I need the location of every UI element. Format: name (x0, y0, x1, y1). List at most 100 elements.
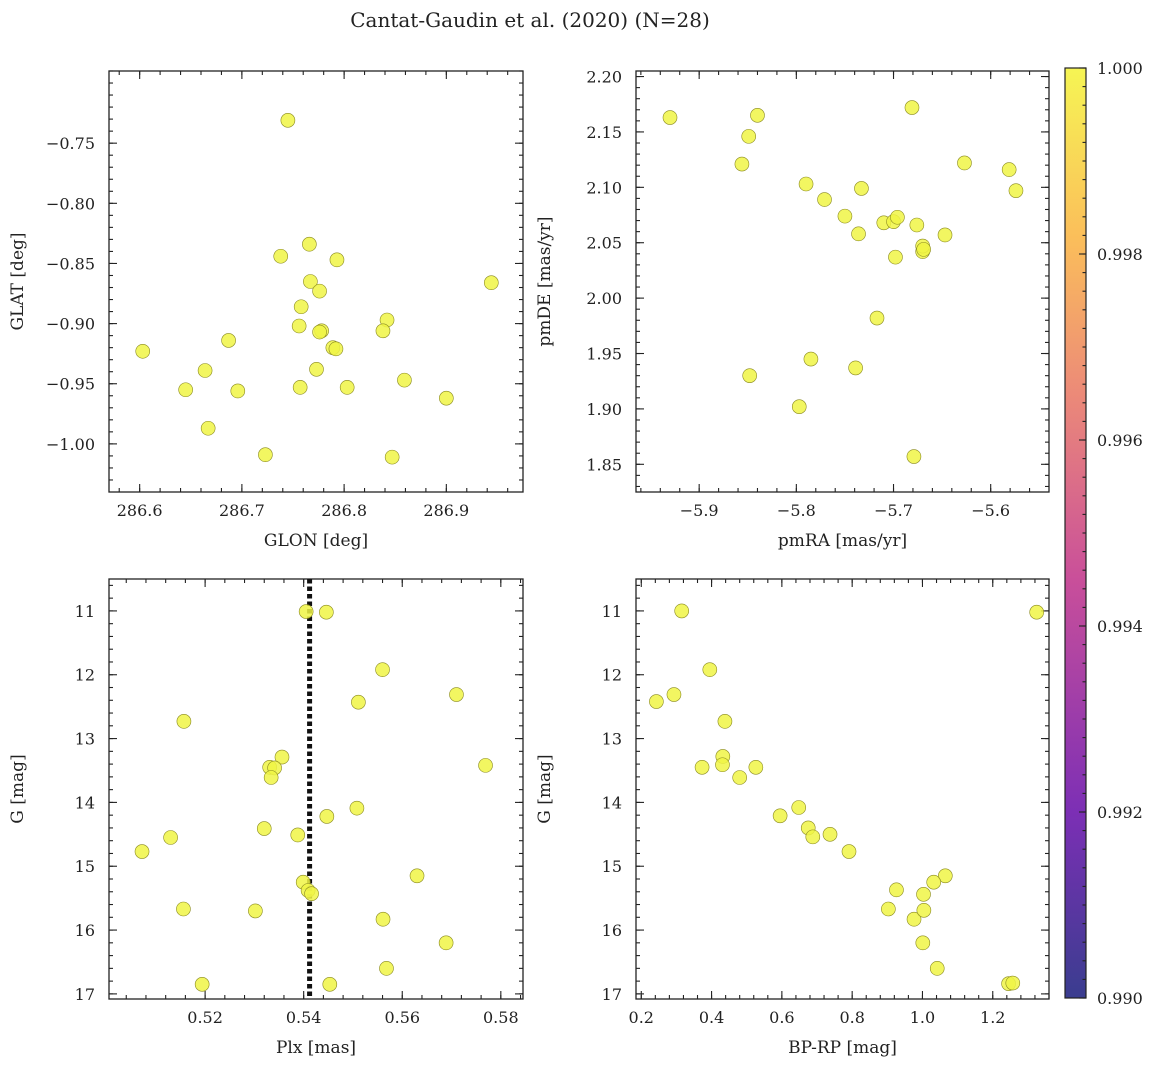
y-tick-label: 1.95 (586, 345, 622, 364)
data-point (916, 242, 931, 257)
data-point (280, 113, 296, 128)
data-point (817, 192, 832, 207)
data-point (803, 351, 819, 367)
data-point (200, 420, 216, 436)
data-point (916, 887, 931, 902)
data-point (798, 176, 814, 192)
data-point (929, 961, 945, 976)
data-point (274, 749, 290, 765)
data-point (791, 399, 807, 414)
data-point (915, 935, 931, 951)
data-point (478, 758, 493, 773)
data-point (176, 714, 192, 729)
y-tick-label: 16 (602, 921, 622, 940)
y-tick-label: 13 (602, 730, 622, 749)
colorbar-tick-label: 0.996 (1097, 431, 1143, 450)
data-point (248, 903, 263, 919)
data-point (869, 310, 885, 326)
x-tick-label: −5.8 (777, 501, 816, 520)
x-axis-label: Plx [mas] (276, 1038, 356, 1058)
data-point (379, 961, 394, 976)
plot-frame (635, 578, 1050, 1000)
colorbar-tick-label: 0.992 (1097, 803, 1143, 822)
data-point (717, 714, 733, 729)
data-point (694, 759, 710, 775)
data-point (375, 662, 390, 677)
x-axis-label: GLON [deg] (264, 531, 368, 551)
data-point (322, 977, 338, 992)
y-axis-label: pmDE [mas/yr] (535, 216, 555, 346)
x-tick-label: 286.7 (219, 501, 265, 520)
data-point (484, 275, 499, 291)
data-point (292, 380, 308, 395)
data-point (290, 827, 306, 843)
colorbar-tick-label: 1.000 (1097, 59, 1143, 78)
plot-frame (635, 70, 1050, 493)
y-tick-label: 2.15 (586, 123, 622, 142)
plot-frame (108, 70, 524, 493)
data-point (439, 390, 454, 406)
x-tick-label: 0.54 (286, 1008, 322, 1027)
colorbar-tick-label: 0.994 (1097, 617, 1143, 636)
x-tick-label: −5.6 (971, 501, 1010, 520)
y-tick-label: 2.20 (586, 68, 622, 87)
data-point (329, 252, 345, 268)
data-point (438, 935, 454, 951)
data-point (449, 687, 464, 702)
data-point (309, 362, 324, 377)
scatter-panel-3: 0.52 0.54 0.56 0.58 11 12 13 14 15 16 17 Plx [mas] G… (8, 578, 524, 1058)
data-point (319, 604, 334, 620)
colorbar-tick-label: 0.998 (1097, 245, 1143, 264)
data-point (822, 827, 838, 842)
y-tick-label: 12 (75, 666, 95, 685)
y-tick-label: 2.05 (586, 234, 622, 253)
data-point (938, 868, 953, 884)
data-point (889, 882, 904, 898)
data-point (194, 977, 210, 992)
y-tick-label: 16 (75, 921, 95, 940)
data-point (293, 299, 309, 315)
data-point (1001, 162, 1017, 177)
x-tick-label: 0.56 (384, 1008, 420, 1027)
x-tick-label: 0.58 (483, 1008, 519, 1027)
data-point (163, 830, 178, 845)
x-tick-label: 0.52 (187, 1008, 223, 1027)
data-point (176, 901, 191, 917)
data-point (256, 821, 272, 836)
x-tick-label: 0.6 (769, 1008, 794, 1027)
x-tick-label: 286.9 (423, 501, 469, 520)
data-point (957, 155, 972, 171)
data-point (230, 383, 246, 399)
y-tick-label: 14 (602, 793, 622, 812)
data-point (851, 226, 866, 242)
data-point (312, 283, 327, 299)
y-tick-label: 1.85 (586, 455, 622, 474)
data-point (916, 902, 932, 918)
y-axis-label: G [mag] (8, 754, 28, 823)
data-point (135, 343, 151, 359)
data-point (881, 901, 896, 917)
y-axis-label: GLAT [deg] (8, 232, 28, 330)
data-point (791, 800, 807, 815)
y-tick-label: 2.00 (586, 289, 622, 308)
y-tick-label: 17 (602, 985, 622, 1004)
data-point (649, 694, 664, 709)
y-tick-label: 11 (602, 602, 622, 621)
scatter-panel-4: 0.2 0.4 0.6 0.8 1.0 1.2 11 12 13 14 15 16 17 BP-RP [m… (535, 578, 1050, 1058)
data-point (304, 886, 319, 901)
data-point (1029, 604, 1044, 620)
x-tick-label: −5.9 (680, 501, 719, 520)
data-point (888, 249, 903, 265)
x-tick-label: −5.7 (874, 501, 913, 520)
data-point (1005, 975, 1021, 991)
y-tick-label: 15 (602, 857, 622, 876)
data-point (349, 800, 365, 816)
x-tick-label: 1.2 (980, 1008, 1005, 1027)
data-point (319, 809, 335, 824)
data-point (339, 380, 355, 395)
x-tick-label: 1.0 (910, 1008, 935, 1027)
data-point (662, 110, 678, 125)
data-point (854, 181, 869, 196)
data-point (772, 808, 788, 824)
